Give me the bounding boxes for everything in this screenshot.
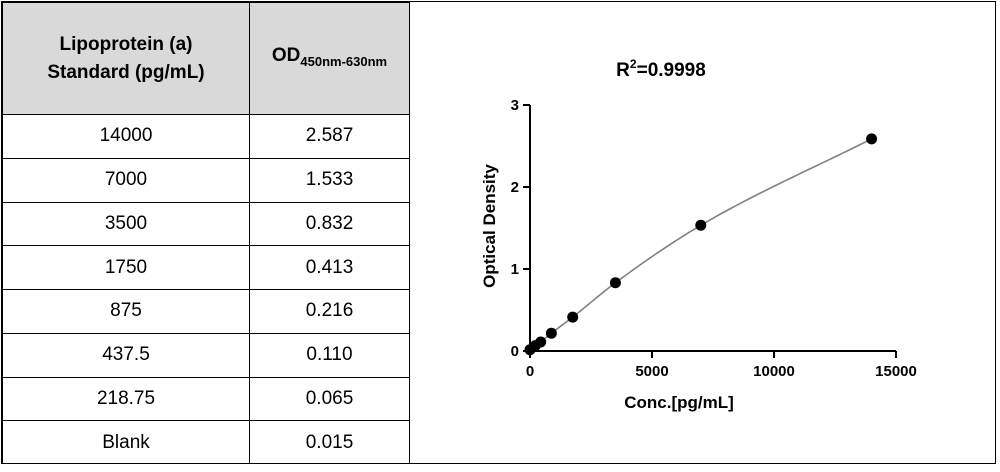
header-od-subscript: 450nm-630nm: [300, 53, 388, 69]
table-row: 875 0.216: [2, 289, 410, 334]
header-concentration-line2: Standard (pg/mL): [47, 61, 205, 83]
y-tick-label: 0: [511, 343, 519, 360]
table-row: 437.5 0.110: [2, 332, 410, 378]
y-tick-label: 2: [511, 179, 519, 196]
chart-title: R2=0.9998: [616, 57, 706, 81]
table-header-row: Lipoprotein (a) Standard (pg/mL) OD450nm…: [2, 2, 410, 115]
table-cell-concentration: 218.75: [2, 376, 250, 422]
figure-frame: Lipoprotein (a) Standard (pg/mL) OD450nm…: [1, 1, 996, 464]
data-point: [695, 219, 707, 231]
table-row: 3500 0.832: [2, 201, 410, 247]
chart-title-suffix: =0.9998: [637, 60, 706, 81]
table-row: Blank 0.015: [2, 420, 410, 463]
table-row: 14000 2.587: [2, 114, 410, 159]
chart-axes: 0 5000 10000 15000 0 1 2 3: [511, 97, 917, 380]
data-point: [567, 311, 579, 323]
table-cell-od: 2.587: [249, 114, 410, 159]
table-cell-od: 0.110: [249, 332, 410, 378]
table-row: 7000 1.533: [2, 157, 410, 203]
x-axis-label: Conc.[pg/mL]: [624, 393, 734, 412]
data-point: [545, 327, 557, 339]
x-tick-label: 15000: [875, 363, 917, 380]
table-cell-concentration: 437.5: [2, 332, 250, 378]
x-tick-label: 5000: [635, 363, 668, 380]
standard-table: Lipoprotein (a) Standard (pg/mL) OD450nm…: [2, 2, 410, 463]
table-row: 218.75 0.065: [2, 376, 410, 422]
table-cell-concentration: 7000: [2, 157, 250, 203]
data-point: [535, 336, 547, 348]
table-cell-od: 0.015: [249, 420, 410, 463]
data-point: [609, 277, 621, 289]
table-cell-concentration: 1750: [2, 245, 250, 290]
table-row: 1750 0.413: [2, 245, 410, 290]
x-tick-label: 0: [526, 363, 534, 380]
header-concentration-line1: Lipoprotein (a): [59, 33, 193, 55]
table-cell-od: 0.065: [249, 376, 410, 422]
header-concentration: Lipoprotein (a) Standard (pg/mL): [2, 2, 250, 115]
y-axis-label: Optical Density: [480, 164, 499, 288]
table-cell-od: 0.413: [249, 245, 410, 290]
x-tick-label: 10000: [753, 363, 795, 380]
table-cell-od: 0.832: [249, 201, 410, 247]
table-cell-concentration: 3500: [2, 201, 250, 247]
header-od: OD450nm-630nm: [249, 2, 410, 115]
chart-points-layer: [524, 133, 878, 356]
table-cell-od: 0.216: [249, 289, 410, 334]
fit-curve: [529, 138, 872, 351]
chart-title-superscript: 2: [630, 57, 637, 71]
data-point: [866, 133, 878, 145]
table-cell-concentration: 875: [2, 289, 250, 334]
y-tick-label: 1: [511, 261, 519, 278]
table-cell-concentration: Blank: [2, 420, 250, 463]
table-cell-od: 1.533: [249, 157, 410, 203]
chart-title-prefix: R: [616, 60, 630, 81]
chart-fit-layer: [529, 138, 872, 351]
table-cell-concentration: 14000: [2, 114, 250, 159]
header-od-main: OD: [271, 44, 301, 66]
y-tick-label: 3: [511, 97, 519, 114]
